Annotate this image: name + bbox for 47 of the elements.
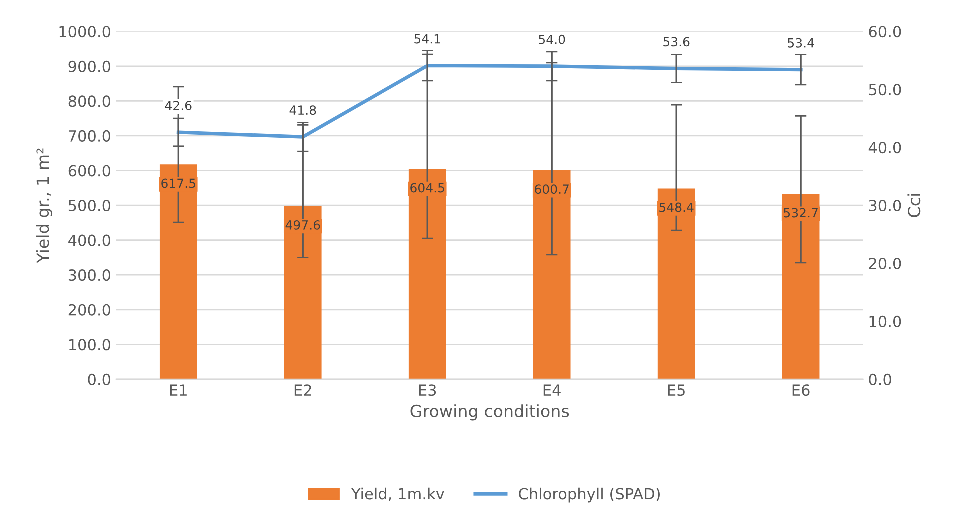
data-label: 532.7 [784, 208, 818, 218]
y2-tick-label: 40.0 [868, 142, 902, 154]
legend-label: Yield, 1m.kv [351, 488, 444, 502]
x-axis-title: Growing conditions [410, 404, 570, 421]
bar [533, 170, 571, 380]
x-tick-label: E6 [792, 384, 810, 396]
y-tick-label: 400.0 [68, 234, 111, 246]
y-tick-label: 100.0 [69, 339, 111, 351]
data-label: 53.6 [664, 37, 690, 47]
y2-tick-label: 0.0 [869, 374, 892, 386]
data-label: 548.4 [660, 202, 694, 212]
y-tick-label: 0.0 [88, 374, 111, 386]
legend-label: Chlorophyll (SPAD) [519, 488, 660, 503]
bar [658, 188, 696, 380]
y-tick-label: 200.0 [68, 304, 111, 316]
y-tick-label: 300.0 [68, 270, 111, 282]
data-label: 600.7 [535, 184, 569, 194]
y-tick-label: 700.0 [69, 130, 111, 142]
y2-tick-label: 60.0 [869, 26, 902, 38]
data-label: 604.5 [410, 183, 444, 193]
bar [408, 169, 446, 380]
y-tick-label: 900.0 [68, 60, 111, 72]
y2-tick-label: 10.0 [870, 316, 902, 328]
bar [160, 164, 198, 380]
y-tick-label: 600.0 [68, 165, 111, 177]
x-tick-label: E4 [544, 384, 561, 396]
bar [782, 194, 820, 380]
data-label: 497.6 [286, 220, 320, 230]
y-axis-title: Yield gr., 1 m² [36, 148, 53, 264]
y-tick-label: 800.0 [68, 96, 111, 108]
x-tick-label: E2 [294, 384, 312, 396]
x-tick-label: E1 [170, 384, 187, 396]
y2-tick-label: 50.0 [869, 84, 902, 96]
data-label: 42.6 [165, 100, 192, 110]
y-tick-label: 500.0 [68, 200, 111, 212]
data-label: 41.8 [290, 106, 316, 116]
data-label: 54.1 [414, 34, 440, 44]
x-tick-label: E3 [419, 384, 436, 396]
data-label: 54.0 [539, 34, 566, 44]
y2-tick-label: 20.0 [869, 258, 902, 270]
data-label: 617.5 [162, 178, 196, 188]
y2-tick-label: 30.0 [869, 200, 902, 212]
data-label: 53.4 [788, 38, 814, 48]
y-tick-label: 1000.0 [60, 26, 111, 38]
bar [284, 206, 322, 380]
x-tick-label: E5 [668, 384, 685, 396]
y2-axis-title: Cci [908, 194, 921, 218]
